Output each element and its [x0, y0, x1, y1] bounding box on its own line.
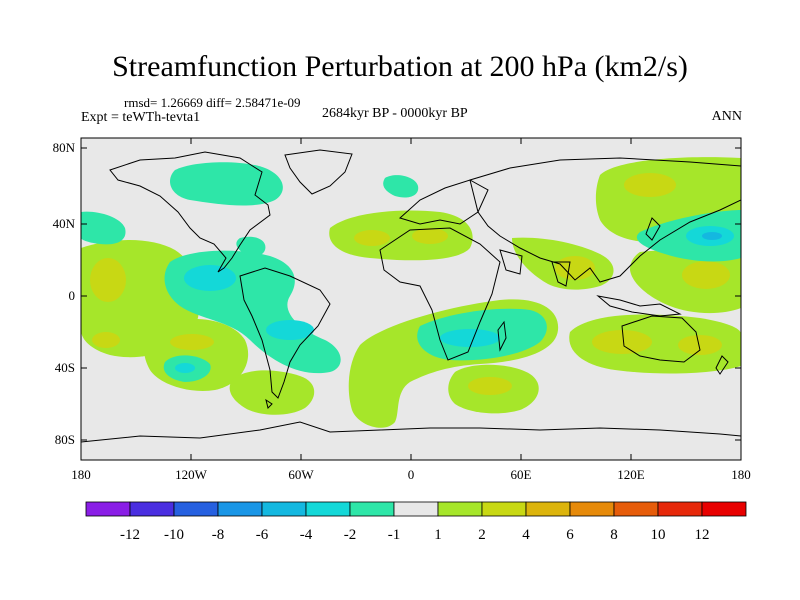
- colorbar-swatch: [217, 501, 263, 517]
- lat-label-0: 0: [68, 288, 76, 303]
- lat-label-40n: 40N: [52, 216, 75, 231]
- axis-ticks: [81, 138, 741, 460]
- colorbar-label: -12: [120, 527, 140, 543]
- colorbar-label: -8: [211, 527, 225, 543]
- lon-label-180e: 180: [731, 467, 751, 482]
- rmsd-diff-stats: rmsd= 1.26669 diff= 2.58471e-09: [124, 95, 301, 110]
- colorbar-swatch: [569, 501, 615, 517]
- colorbar: [85, 501, 747, 517]
- colorbar-label: -1: [387, 527, 401, 543]
- lat-label-40s: 40S: [54, 360, 75, 375]
- colorbar-swatch: [349, 501, 395, 517]
- colorbar-label: 8: [610, 527, 618, 543]
- lon-label-0: 0: [407, 467, 415, 482]
- period-label: 2684kyr BP - 0000kyr BP: [322, 106, 468, 121]
- map-title: Streamfunction Perturbation at 200 hPa (…: [112, 50, 688, 83]
- lon-label-120w: 120W: [175, 467, 207, 482]
- lon-label-120e: 120E: [617, 467, 645, 482]
- contour-fields: [81, 149, 741, 443]
- positive-level-2-regions: [90, 173, 730, 395]
- colorbar-label: -10: [164, 527, 184, 543]
- colorbar-swatch: [305, 501, 351, 517]
- experiment-label: Expt = teWTh-tevta1: [81, 110, 201, 125]
- colorbar-swatch: [613, 501, 659, 517]
- colorbar-swatch: [657, 501, 703, 517]
- colorbar-label: 12: [694, 527, 710, 543]
- colorbar-swatch: [481, 501, 527, 517]
- lon-label-60e: 60E: [510, 467, 532, 482]
- colorbar-swatch: [437, 501, 483, 517]
- colorbar-swatch: [173, 501, 219, 517]
- colorbar-swatch: [129, 501, 175, 517]
- colorbar-swatch: [393, 501, 439, 517]
- colorbar-swatch: [85, 501, 131, 517]
- colorbar-label: 6: [566, 527, 574, 543]
- lat-label-80s: 80S: [54, 432, 75, 447]
- colorbar-label: 1: [434, 527, 442, 543]
- colorbar-label: 2: [478, 527, 486, 543]
- colorbar-label: 10: [650, 527, 666, 543]
- season-label: ANN: [711, 109, 742, 124]
- negative-level-2-regions: [175, 226, 734, 373]
- lon-label-180w: 180: [71, 467, 91, 482]
- negative-level-4-regions: [702, 232, 722, 240]
- coastlines: [81, 149, 741, 443]
- colorbar-swatch: [525, 501, 571, 517]
- colorbar-swatch: [261, 501, 307, 517]
- colorbar-label: 4: [522, 527, 530, 543]
- colorbar-label: -2: [343, 527, 357, 543]
- colorbar-label: -4: [299, 527, 313, 543]
- colorbar-swatch: [701, 501, 747, 517]
- colorbar-label: -6: [255, 527, 269, 543]
- lon-label-60w: 60W: [288, 467, 314, 482]
- lat-label-80n: 80N: [52, 140, 75, 155]
